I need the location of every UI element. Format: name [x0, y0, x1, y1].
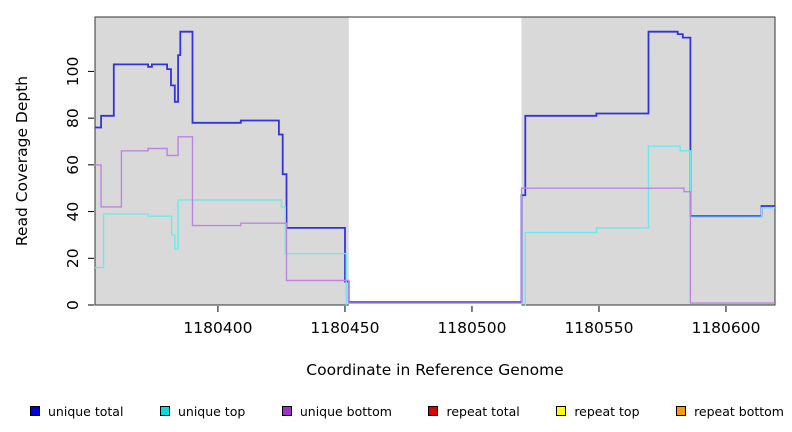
y-axis-title: Read Coverage Depth [13, 76, 31, 246]
series-unique-total-line [95, 30, 775, 304]
y-tick-label: 20 [64, 248, 82, 268]
plot-area: 1180400 1180450 1180500 1180550 1180600 0 20 40… [64, 16, 776, 337]
legend-swatch-repeat-bottom [676, 406, 687, 416]
legend-label: unique total [48, 403, 124, 419]
y-tick-label: 100 [64, 57, 82, 87]
legend-label: unique top [177, 403, 246, 419]
legend-swatch-unique-total [30, 406, 40, 416]
legend: unique total unique top unique bottom re… [30, 399, 784, 423]
series-unique-top-line [95, 145, 775, 306]
y-tick-label: 80 [64, 108, 82, 128]
x-axis-title: Coordinate in Reference Genome [306, 361, 563, 379]
x-tick-label: 1180500 [437, 319, 506, 337]
legend-label: repeat top [574, 403, 640, 419]
legend-item-unique-bottom: unique bottom [281, 403, 392, 419]
legend-swatch-repeat-top [556, 406, 567, 416]
legend-label: repeat bottom [694, 403, 784, 419]
legend-item-unique-top: unique top [159, 403, 246, 419]
y-tick-label: 0 [64, 300, 82, 310]
x-tick-label: 1180600 [691, 319, 760, 337]
legend-label: repeat total [446, 403, 520, 419]
legend-item-repeat-top: repeat top [556, 403, 640, 419]
legend-item-repeat-total: repeat total [428, 403, 520, 419]
legend-swatch-repeat-total [428, 406, 439, 416]
legend-item-unique-total: unique total [30, 404, 123, 419]
legend-swatch-unique-bottom [281, 406, 292, 416]
legend-item-repeat-bottom: repeat bottom [676, 404, 784, 419]
x-tick-label: 1180400 [183, 319, 252, 337]
no-data-region [348, 17, 522, 307]
series-unique-bottom-line [95, 136, 775, 304]
y-tick-label: 60 [64, 155, 82, 175]
x-tick-label: 1180450 [310, 319, 379, 337]
y-tick-label: 40 [64, 202, 82, 222]
legend-label: unique bottom [299, 403, 392, 419]
legend-swatch-unique-top [159, 406, 170, 416]
x-tick-label: 1180550 [564, 319, 633, 337]
